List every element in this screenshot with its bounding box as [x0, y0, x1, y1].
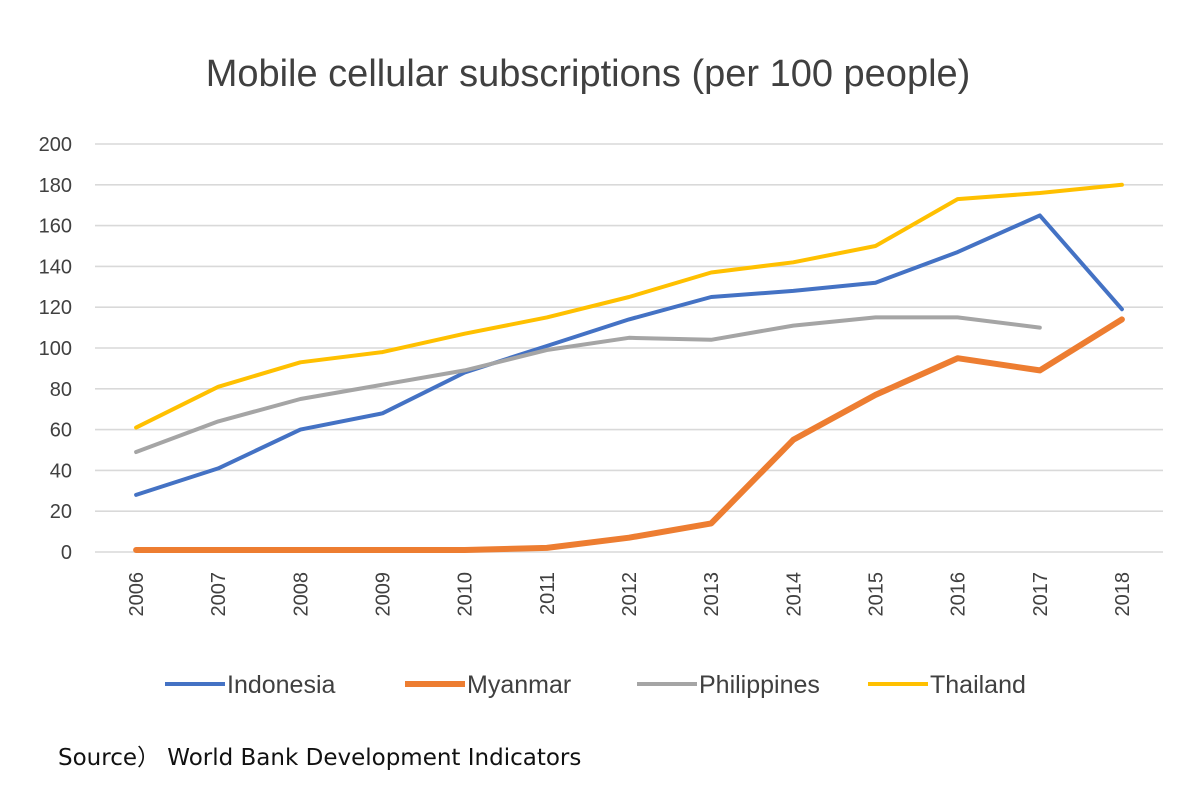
x-tick-label: 2010 [455, 572, 477, 617]
x-tick-label: 2012 [619, 572, 641, 617]
series-line-philippines [134, 315, 1042, 454]
legend-label: Indonesia [227, 671, 336, 699]
x-tick-label: 2015 [865, 572, 887, 617]
x-tick-label: 2011 [537, 572, 559, 615]
x-tick-label: 2017 [1030, 572, 1052, 617]
legend-label: Myanmar [467, 671, 571, 699]
series-line-indonesia [134, 213, 1124, 497]
gridlines [95, 143, 1163, 553]
legend-label: Philippines [699, 671, 820, 699]
x-tick-label: 2018 [1112, 572, 1134, 617]
y-tick-label: 160 [39, 216, 72, 238]
source-note: Source） World Bank Development Indicator… [58, 745, 582, 771]
legend-item-philippines: Philippines [637, 671, 820, 699]
legend: Indonesia Myanmar Philippines Thailand [165, 671, 1026, 699]
x-tick-label: 2014 [783, 572, 805, 617]
chart-title: Mobile cellular subscriptions (per 100 p… [206, 53, 971, 95]
y-tick-label: 60 [50, 420, 72, 442]
series-line-thailand [134, 182, 1124, 430]
legend-item-thailand: Thailand [868, 671, 1026, 699]
series-line-myanmar [133, 316, 1125, 553]
x-tick-label: 2008 [290, 572, 312, 617]
y-tick-label: 140 [39, 256, 72, 278]
y-tick-label: 80 [50, 379, 72, 401]
y-tick-label: 180 [39, 175, 72, 197]
legend-item-indonesia: Indonesia [165, 671, 336, 699]
y-tick-label: 0 [61, 542, 72, 564]
x-tick-label: 2013 [701, 572, 723, 617]
y-axis-tick-labels: 0 20 40 60 80 100 120 140 160 180 200 [39, 134, 72, 564]
x-axis-tick-labels: 2006 2007 2008 2009 2010 2011 2012 2013 2014 2015… [126, 572, 1134, 617]
y-tick-label: 100 [39, 338, 72, 360]
legend-item-myanmar: Myanmar [405, 671, 571, 699]
y-tick-label: 20 [50, 501, 72, 523]
x-tick-label: 2009 [373, 572, 395, 617]
y-tick-label: 120 [39, 297, 72, 319]
y-tick-label: 200 [39, 134, 72, 156]
legend-label: Thailand [930, 671, 1026, 699]
x-tick-label: 2007 [208, 572, 230, 617]
series-lines [133, 182, 1125, 553]
y-tick-label: 40 [50, 460, 72, 482]
x-tick-label: 2006 [126, 572, 148, 617]
x-tick-label: 2016 [948, 572, 970, 617]
